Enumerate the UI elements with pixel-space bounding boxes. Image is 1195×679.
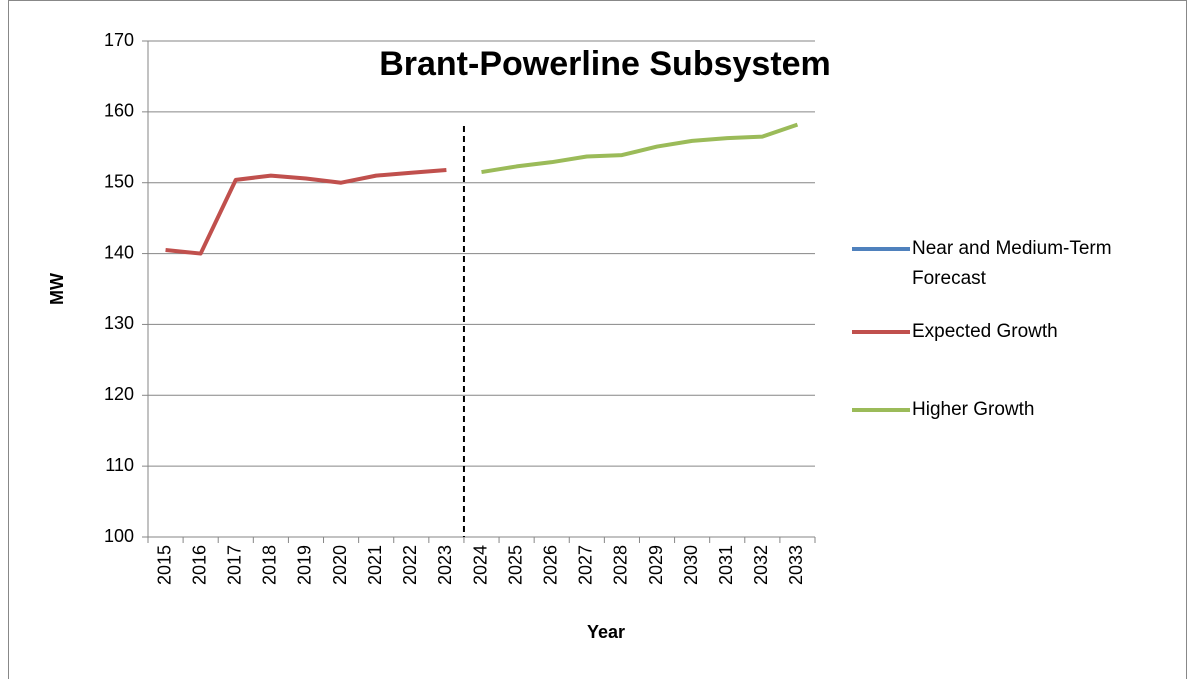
chart-title: Brant-Powerline Subsystem xyxy=(379,45,831,83)
x-tick-label: 2030 xyxy=(681,545,701,585)
series-line xyxy=(165,167,447,256)
x-tick-label: 2023 xyxy=(435,545,455,585)
y-tick-label: 140 xyxy=(104,242,134,262)
y-tick-label: 110 xyxy=(105,455,134,475)
y-tick-label: 150 xyxy=(104,171,134,191)
y-axis-title: MW xyxy=(47,273,67,305)
x-tick-label: 2028 xyxy=(611,545,631,585)
x-tick-label: 2031 xyxy=(716,545,736,585)
x-tick-label: 2032 xyxy=(751,545,771,585)
x-tick-label: 2029 xyxy=(646,545,666,585)
x-tick-label: 2015 xyxy=(154,545,174,585)
legend-label: Near and Medium-Term Forecast xyxy=(912,238,1112,289)
x-tick-label: 2033 xyxy=(786,545,806,585)
x-tick-label: 2024 xyxy=(470,545,490,585)
x-tick-label: 2018 xyxy=(260,545,280,585)
y-tick-label: 120 xyxy=(104,384,134,404)
y-tick-label: 160 xyxy=(104,101,134,121)
chart-frame xyxy=(8,0,1187,679)
legend-label: Expected Growth xyxy=(912,321,1058,342)
x-tick-label: 2025 xyxy=(505,545,525,585)
legend-label: Higher Growth xyxy=(912,399,1035,420)
y-tick-label: 130 xyxy=(104,313,134,333)
series-line xyxy=(481,122,799,175)
x-tick-label: 2016 xyxy=(189,545,209,585)
y-tick-label: 170 xyxy=(104,30,134,50)
x-tick-label: 2020 xyxy=(330,545,350,585)
x-tick-label: 2027 xyxy=(576,545,596,585)
x-tick-label: 2026 xyxy=(540,545,560,585)
y-tick-label: 100 xyxy=(104,526,134,546)
x-tick-label: 2017 xyxy=(225,545,245,585)
x-tick-label: 2021 xyxy=(365,545,385,585)
x-tick-label: 2019 xyxy=(295,545,315,585)
x-axis-title: Year xyxy=(587,622,625,642)
x-tick-label: 2022 xyxy=(400,545,420,585)
